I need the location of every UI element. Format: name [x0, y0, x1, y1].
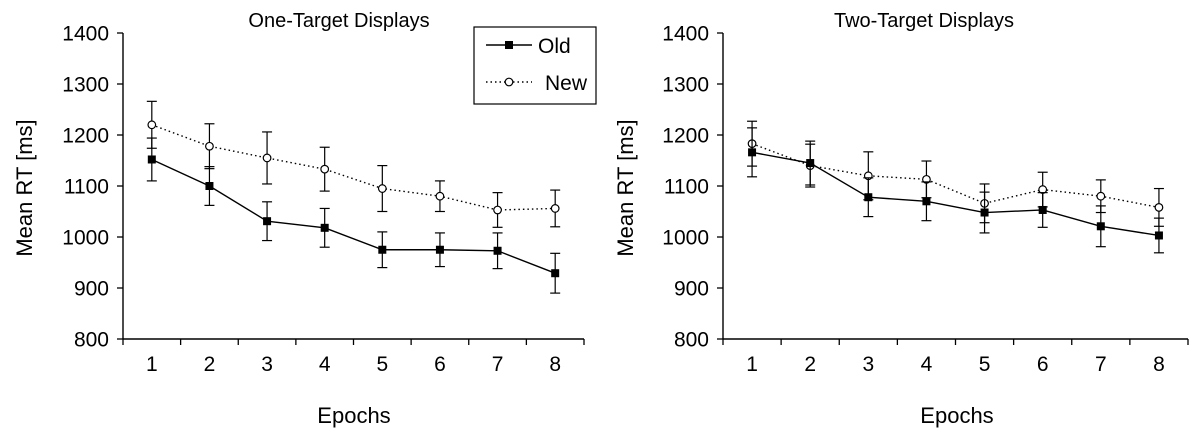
x-tick-label: 4: [921, 353, 933, 376]
y-axis-title: Mean RT [ms]: [613, 119, 638, 256]
x-tick-label: 1: [746, 353, 758, 376]
chart-title: One-Target Displays: [248, 10, 429, 32]
data-point-new: [147, 120, 157, 130]
data-point-new: [262, 153, 272, 163]
data-point-old: [748, 148, 757, 157]
data-point-new: [550, 204, 560, 213]
data-point-old: [806, 159, 815, 168]
y-tick-label: 1000: [662, 227, 709, 250]
series-old: [146, 137, 561, 294]
y-tick-label: 800: [674, 329, 709, 352]
data-point-old: [922, 197, 931, 206]
data-point-old: [864, 193, 873, 202]
data-point-old: [980, 208, 989, 217]
x-axis-title: Epochs: [920, 403, 993, 428]
data-point-old: [263, 217, 272, 226]
data-point-old: [1154, 231, 1163, 240]
chart-one-target: One-Target Displays Epochs Mean RT [ms] …: [12, 10, 597, 428]
y-tick-label: 900: [674, 278, 709, 301]
y-tick-label: 900: [74, 278, 109, 301]
x-tick-label: 5: [979, 353, 991, 376]
y-tick-label: 1400: [662, 23, 709, 46]
y-tick-label: 1100: [64, 176, 109, 199]
legend: Old New: [473, 26, 597, 105]
x-tick-label: 3: [261, 353, 273, 376]
x-tick-label: 5: [376, 353, 388, 376]
axes: 800 900 1000 1100 1200 1300 1400 1 2 3 4 5 6 7 8: [662, 23, 1189, 376]
data-point-old: [493, 246, 502, 255]
data-point-old: [320, 223, 329, 232]
y-tick-label: 1200: [62, 125, 109, 148]
data-point-new: [377, 184, 387, 193]
x-tick-label: 8: [549, 353, 561, 376]
x-tick-label: 4: [319, 353, 331, 376]
legend-box: [473, 26, 597, 105]
data-point-old: [551, 269, 560, 278]
x-tick-label: 2: [204, 353, 216, 376]
x-tick-label: 1: [146, 353, 158, 376]
y-tick-label: 1100: [664, 176, 709, 199]
legend-new-marker: [504, 77, 514, 87]
data-point-new: [493, 205, 502, 215]
data-point-new: [435, 191, 445, 201]
y-axis-title: Mean RT [ms]: [12, 119, 37, 256]
data-point-old: [1096, 222, 1105, 231]
y-tick-label: 1200: [662, 125, 709, 148]
y-tick-label: 800: [74, 329, 109, 352]
legend-label-new: New: [545, 72, 588, 95]
y-tick-label: 1400: [62, 23, 109, 46]
series-line-old: [751, 151, 1160, 237]
series-old: [747, 127, 1164, 254]
data-point-old: [205, 182, 214, 190]
data-point-old: [378, 245, 387, 254]
x-tick-label: 6: [434, 353, 446, 376]
series-line-old: [151, 158, 556, 274]
legend-label-old: Old: [538, 35, 571, 58]
data-point-new: [1154, 203, 1164, 212]
data-point-new: [320, 164, 330, 174]
x-tick-label: 8: [1153, 353, 1165, 376]
y-tick-label: 1300: [62, 74, 109, 97]
chart-title: Two-Target Displays: [834, 10, 1014, 32]
series-line-new: [151, 124, 556, 211]
chart-two-target: Two-Target Displays Epochs Mean RT [ms] …: [613, 10, 1189, 428]
axes: 800 900 1000 1100 1200 1300 1400 1 2 3 4 5 6 7 8: [62, 23, 585, 376]
y-tick-label: 1000: [62, 227, 109, 250]
data-point-old: [147, 155, 156, 164]
data-point-old: [1038, 205, 1047, 214]
x-tick-label: 3: [862, 353, 874, 376]
data-point-old: [435, 245, 444, 254]
legend-old-marker: [505, 41, 513, 49]
x-tick-label: 7: [1095, 353, 1107, 376]
x-tick-label: 2: [804, 353, 816, 376]
x-tick-label: 7: [492, 353, 504, 376]
x-tick-label: 6: [1037, 353, 1049, 376]
data-point-new: [205, 141, 214, 151]
x-axis-title: Epochs: [317, 403, 390, 428]
y-tick-label: 1300: [662, 74, 709, 97]
series-new: [146, 100, 561, 228]
data-point-new: [1096, 191, 1106, 201]
